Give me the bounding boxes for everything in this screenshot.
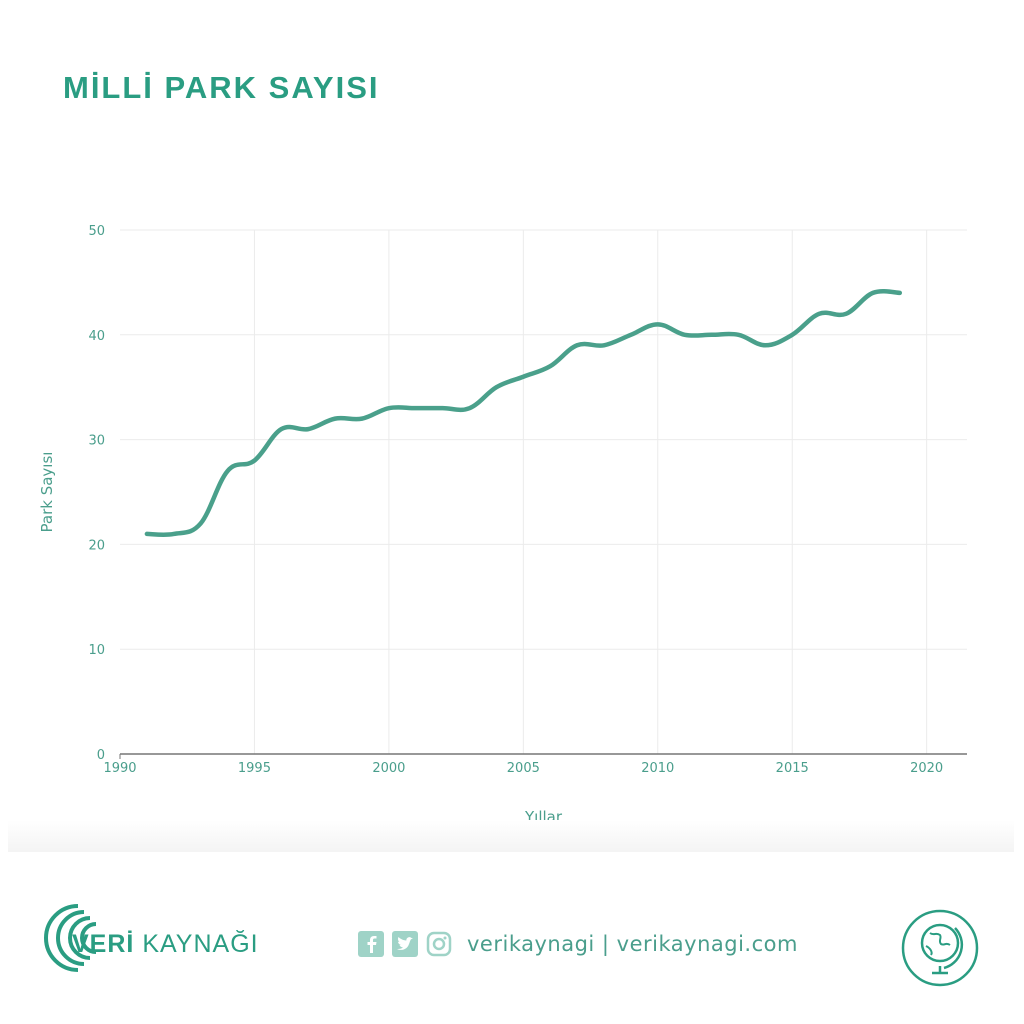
y-tick-label: 30 [88, 434, 105, 449]
social-links: verikaynagi | verikaynagi.com [357, 930, 798, 958]
grid-lines [120, 229, 967, 754]
y-tick-label: 40 [88, 329, 105, 344]
globe-icon [901, 909, 979, 987]
brand-bold: VERİ [72, 930, 135, 958]
x-tick-label: 1995 [238, 761, 271, 776]
brand-wordmark: VERİ KAYNAĞI [72, 930, 259, 959]
facebook-icon[interactable] [357, 930, 385, 958]
series-line [144, 288, 903, 537]
brand-light: KAYNAĞI [142, 930, 259, 958]
x-tick-label: 2015 [776, 761, 809, 776]
veri-kaynagi-logo-icon [44, 904, 97, 972]
y-tick-label: 20 [88, 538, 105, 553]
x-tick-label: 2005 [507, 761, 540, 776]
x-tick-label: 2020 [910, 761, 943, 776]
chart-bottom-band [8, 820, 1014, 852]
y-tick-label: 10 [88, 643, 105, 658]
y-tick-label: 0 [97, 748, 105, 763]
tick-labels: 1990 1995 2000 2005 2010 2015 2020 0 10 20 30 40 50 [88, 224, 943, 776]
twitter-icon[interactable] [391, 930, 419, 958]
y-tick-label: 50 [88, 224, 105, 239]
axes [119, 753, 967, 759]
x-tick-label: 2010 [641, 761, 674, 776]
x-tick-label: 2000 [372, 761, 405, 776]
x-tick-label: 1990 [103, 761, 136, 776]
instagram-icon[interactable] [425, 930, 453, 958]
social-handle[interactable]: verikaynagi | verikaynagi.com [467, 932, 798, 956]
page-title: MİLLİ PARK SAYISI [63, 70, 380, 105]
y-axis-label: Park Sayısı [38, 452, 56, 533]
